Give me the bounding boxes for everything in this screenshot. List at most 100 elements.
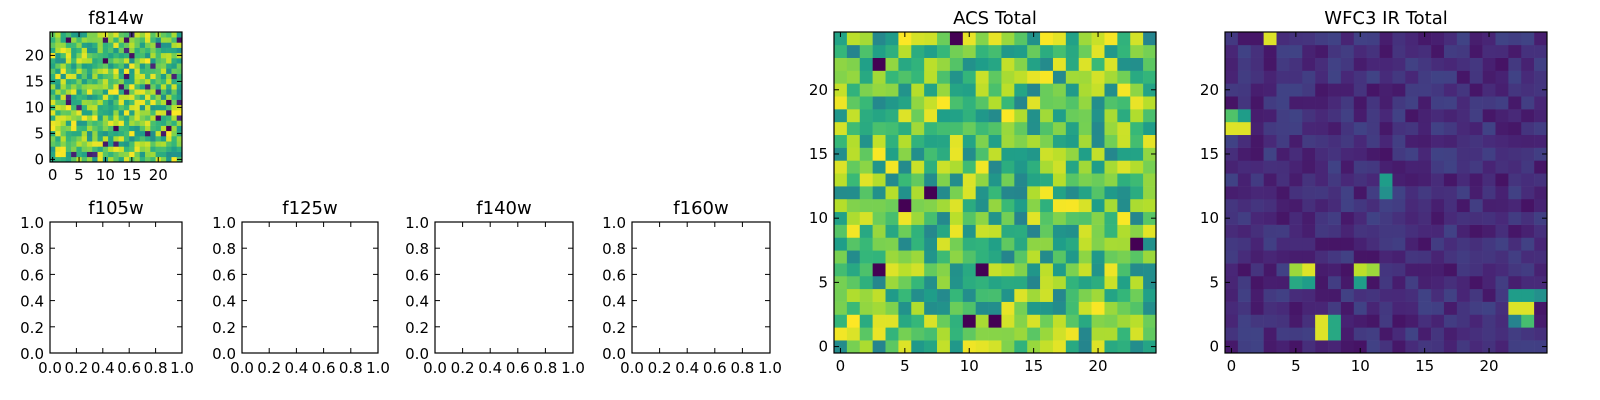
heatmap-cell xyxy=(102,94,109,100)
heatmap-cell xyxy=(139,115,146,121)
heatmap-cell xyxy=(1001,173,1015,187)
heatmap-cell xyxy=(975,186,989,200)
heatmap-cell xyxy=(160,120,167,126)
heatmap-cell xyxy=(108,120,114,126)
heatmap-cell xyxy=(1250,83,1264,97)
heatmap-cell xyxy=(1065,147,1080,161)
heatmap-cell xyxy=(160,115,167,121)
heatmap-cell xyxy=(50,68,56,74)
heatmap-cell xyxy=(1366,96,1380,110)
heatmap-cell xyxy=(1534,288,1548,302)
heatmap-cell xyxy=(1405,173,1419,187)
heatmap-cell xyxy=(1340,314,1355,328)
heatmap-cell xyxy=(1001,340,1015,354)
heatmap-cell xyxy=(1328,301,1342,315)
heatmap-cell xyxy=(859,327,873,341)
heatmap-cell xyxy=(166,99,172,106)
heatmap-cell xyxy=(872,237,886,251)
heatmap-cell xyxy=(1482,263,1496,277)
heatmap-cell xyxy=(145,78,151,85)
heatmap-cell xyxy=(1104,70,1118,84)
heatmap-cell xyxy=(166,120,172,126)
heatmap-cell xyxy=(1237,301,1252,315)
heatmap-cell xyxy=(1405,109,1419,123)
heatmap-cell xyxy=(71,130,77,137)
x-tick-label: 5 xyxy=(1291,357,1301,375)
heatmap-cell xyxy=(166,58,172,64)
heatmap-cell xyxy=(113,120,119,126)
heatmap-cell xyxy=(1469,327,1483,341)
heatmap-cell xyxy=(1443,83,1458,97)
heatmap-cell xyxy=(975,83,989,97)
heatmap-cell xyxy=(1508,263,1522,277)
x-tick-label: 0.6 xyxy=(703,359,727,377)
heatmap-cell xyxy=(171,99,178,106)
heatmap-cell xyxy=(962,340,976,354)
heatmap-cell xyxy=(1456,198,1471,213)
heatmap-cell xyxy=(1392,224,1406,238)
heatmap-cell xyxy=(846,288,861,302)
heatmap-cell xyxy=(1328,263,1342,277)
y-tick-label: 1.0 xyxy=(405,214,429,232)
heatmap-cell xyxy=(1091,134,1105,148)
heatmap-cell xyxy=(937,57,951,71)
heatmap-cell xyxy=(1237,211,1252,225)
heatmap-cell xyxy=(155,146,162,152)
heatmap-cell xyxy=(129,58,135,64)
heatmap-cell xyxy=(86,68,93,74)
heatmap-cell xyxy=(1366,57,1380,71)
heatmap-cell xyxy=(108,58,114,64)
heatmap-cell xyxy=(1495,211,1509,225)
heatmap-cell xyxy=(1443,198,1458,213)
heatmap-cell xyxy=(1237,96,1252,110)
heatmap-cell xyxy=(1078,224,1092,238)
heatmap-cell xyxy=(118,156,125,163)
heatmap-cell xyxy=(155,78,162,85)
heatmap-cell xyxy=(1482,237,1496,251)
heatmap-cell xyxy=(1225,186,1239,200)
heatmap-cell xyxy=(113,73,119,80)
y-tick-label: 0.6 xyxy=(405,266,429,284)
heatmap-cell xyxy=(155,136,162,142)
heatmap-cell xyxy=(1052,340,1067,354)
heatmap-cell xyxy=(1225,301,1239,315)
heatmap-cell xyxy=(1508,327,1522,341)
heatmap-cell xyxy=(1130,224,1144,238)
heatmap-cell xyxy=(1482,275,1496,290)
heatmap-cell xyxy=(859,32,873,46)
heatmap-cell xyxy=(1104,275,1118,290)
heatmap-cell xyxy=(134,58,141,64)
heatmap-cell xyxy=(86,73,93,80)
heatmap-cell xyxy=(1521,44,1535,58)
heatmap-cell xyxy=(1469,147,1483,161)
heatmap-cell xyxy=(885,237,899,251)
heatmap-cell xyxy=(975,250,989,264)
heatmap-cell xyxy=(1534,147,1548,161)
heatmap-cell xyxy=(1040,211,1054,225)
heatmap-cell xyxy=(1276,83,1290,97)
heatmap-cell xyxy=(872,83,886,97)
heatmap-cell xyxy=(1482,57,1496,71)
heatmap-cell xyxy=(129,89,135,95)
heatmap-cell xyxy=(937,109,951,123)
heatmap-cell xyxy=(1040,160,1054,174)
heatmap-cell xyxy=(145,52,151,59)
heatmap-cell xyxy=(1534,327,1548,341)
heatmap-cell xyxy=(134,47,141,54)
heatmap-cell xyxy=(1405,327,1419,341)
y-tick-label: 0.0 xyxy=(405,345,429,363)
heatmap-cell xyxy=(911,224,925,238)
heatmap-cell xyxy=(1379,134,1393,148)
heatmap-cell xyxy=(76,89,82,95)
heatmap-cell xyxy=(834,70,848,84)
heatmap-cell xyxy=(1117,57,1131,71)
heatmap-cell xyxy=(1289,340,1303,354)
heatmap-cell xyxy=(898,198,912,213)
heatmap-cell xyxy=(885,109,899,123)
heatmap-cell xyxy=(171,84,178,90)
heatmap-cell xyxy=(76,104,82,111)
heatmap-cell xyxy=(1078,109,1092,123)
heatmap-cell xyxy=(118,115,125,121)
heatmap-cell xyxy=(846,57,861,71)
